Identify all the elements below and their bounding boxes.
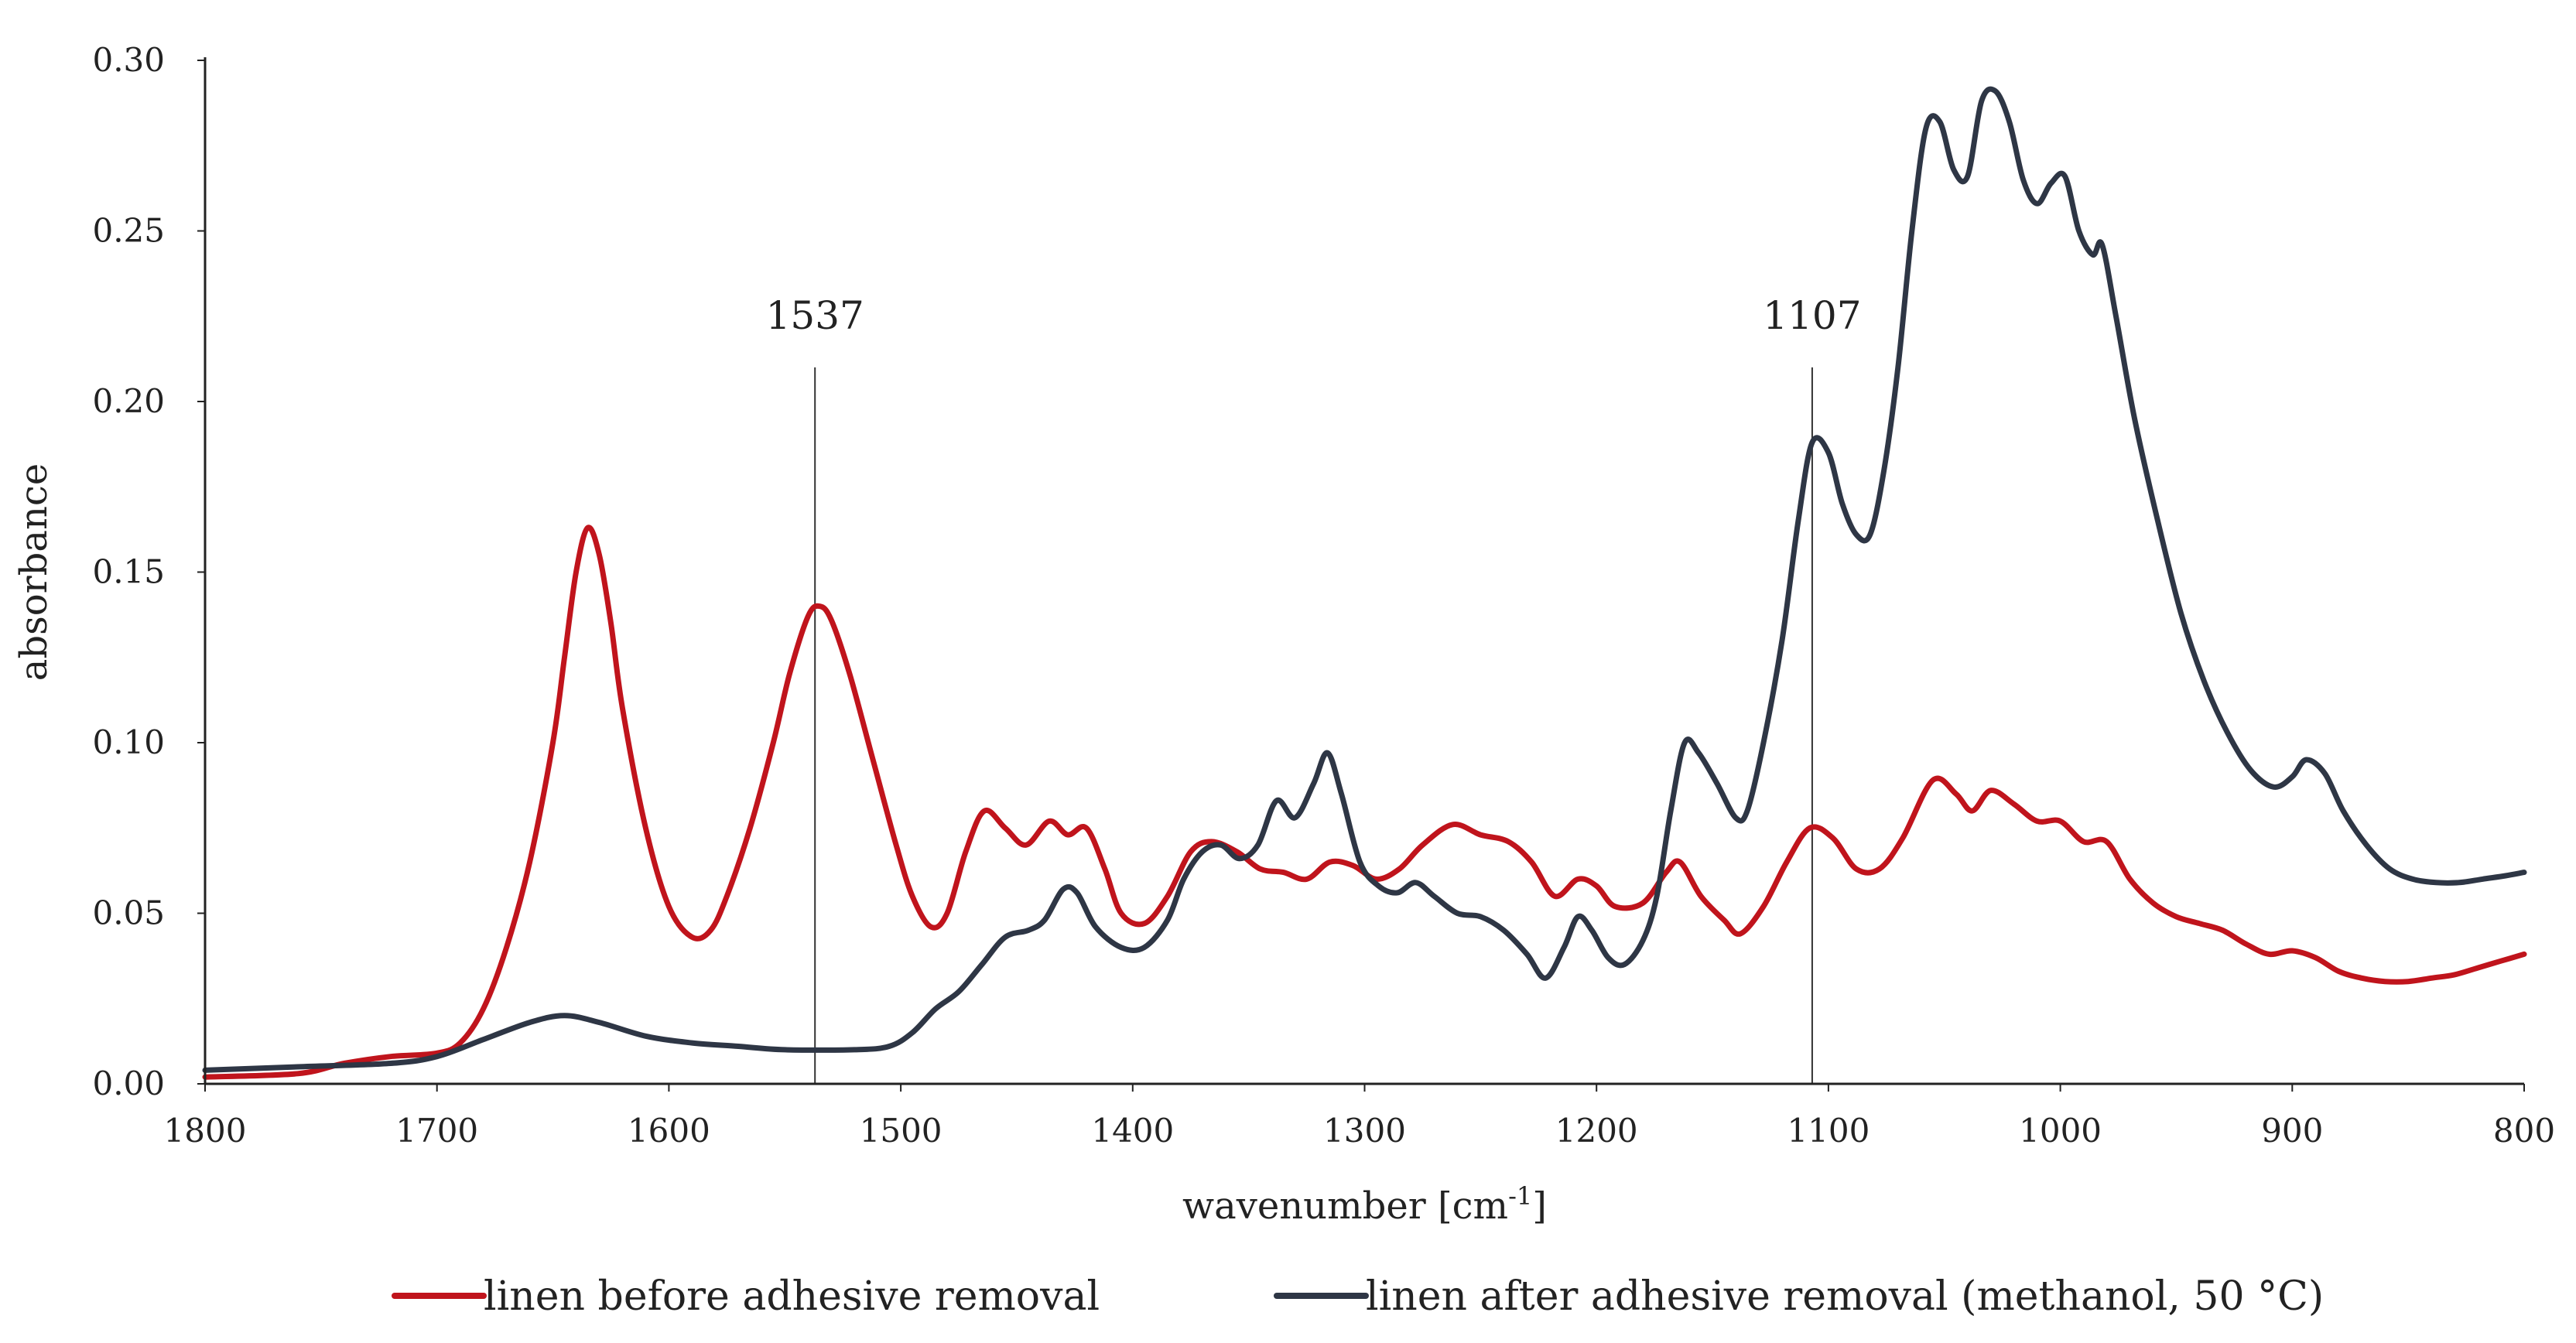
y-tick-label: 0.20 [92, 382, 165, 420]
x-axis-title-close: ] [1532, 1184, 1547, 1228]
y-tick-label: 0.25 [92, 212, 165, 250]
legend-label-2: linen after adhesive removal (methanol, … [1366, 1273, 2324, 1320]
x-tick-label: 1800 [164, 1112, 247, 1150]
series-line-1 [202, 525, 2527, 1080]
legend: linen before adhesive removal linen after… [392, 1273, 2324, 1320]
y-tick-label: 0.30 [92, 41, 165, 79]
annotation-layer: 1537 1107 [766, 293, 1862, 1084]
series-layer [202, 86, 2527, 1080]
x-tick-label: 1100 [1787, 1112, 1870, 1150]
y-tick-label: 0.10 [92, 723, 165, 761]
x-axis-title-main: wavenumber [cm [1182, 1184, 1508, 1228]
y-tick-label: 0.05 [92, 894, 165, 932]
legend-label-1: linen before adhesive removal [484, 1273, 1100, 1320]
x-axis-title-superscript: -1 [1508, 1181, 1532, 1211]
x-tick-label: 800 [2493, 1112, 2555, 1150]
x-tick-label: 1500 [860, 1112, 942, 1150]
y-axis-title: absorbance [12, 463, 56, 681]
y-tick-label: 0.00 [92, 1064, 165, 1102]
y-tick-label: 0.15 [92, 553, 165, 591]
x-tick-label: 1700 [395, 1112, 478, 1150]
annotation-label: 1107 [1763, 293, 1861, 338]
x-tick-label: 1600 [628, 1112, 710, 1150]
x-tick-label: 900 [2261, 1112, 2323, 1150]
series-line-2 [202, 86, 2527, 1073]
x-tick-label: 1000 [2019, 1112, 2102, 1150]
x-tick-label: 1400 [1091, 1112, 1174, 1150]
x-tick-label: 1300 [1323, 1112, 1406, 1150]
x-tick-label: 1200 [1555, 1112, 1638, 1150]
annotation-label: 1537 [766, 293, 864, 338]
axes-layer: 1800 1700 1600 1500 1400 1300 1200 1100 1000 900 8… [92, 41, 2555, 1150]
x-axis-title: wavenumber [cm-1] [1182, 1181, 1547, 1228]
